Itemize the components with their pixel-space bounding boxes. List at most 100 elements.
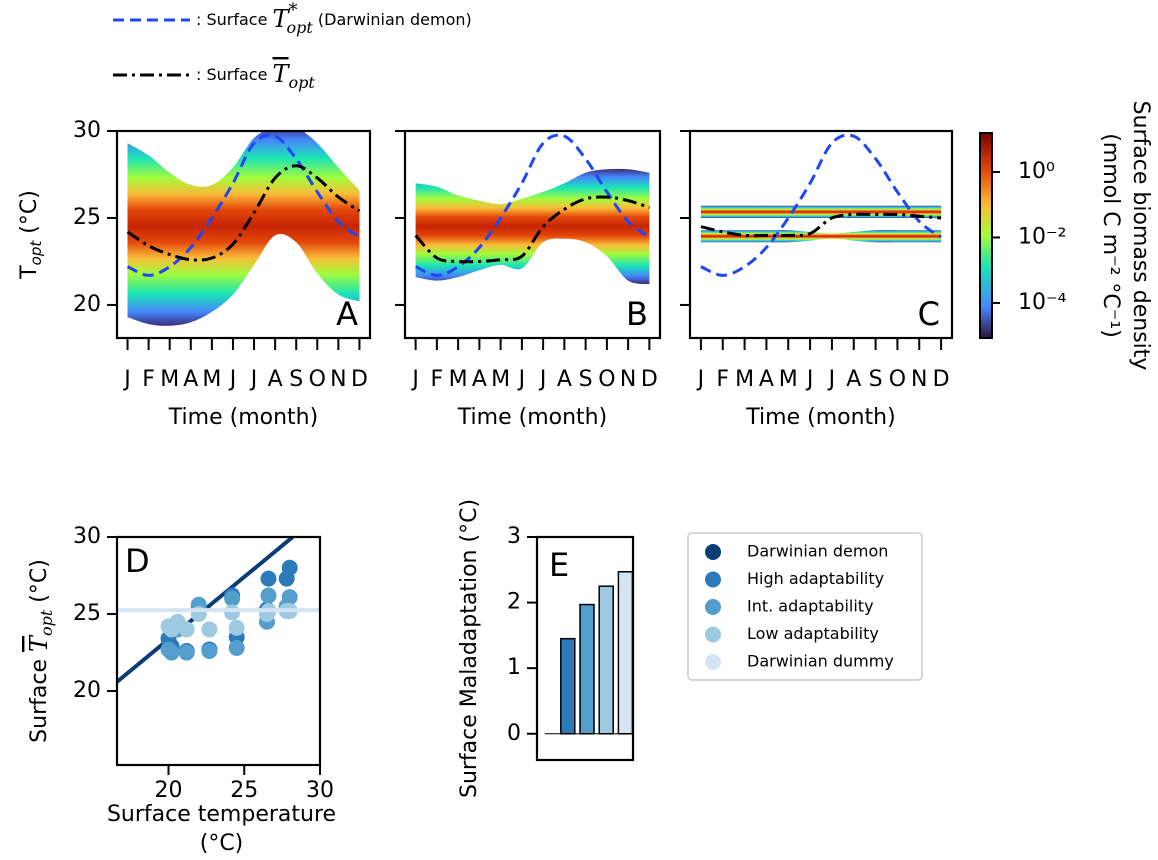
- legend-label: Int. adaptability: [747, 597, 874, 616]
- panel-label: E: [549, 546, 569, 584]
- y-axis-label-part: (°C): [27, 559, 52, 610]
- x-tick-label: 30: [306, 778, 334, 803]
- x-tick-label: O: [309, 367, 326, 392]
- scatter-point: [163, 621, 180, 638]
- scatter-point: [163, 644, 180, 661]
- colorbar-tick-label: 10⁰: [1018, 159, 1055, 184]
- x-axis-label: Time (month): [457, 405, 607, 430]
- legend-label: Low adaptability: [747, 624, 879, 643]
- colorbar-label: Surface biomass density: [1128, 101, 1153, 371]
- x-tick-label: J: [517, 367, 526, 392]
- legend-label-part: T: [273, 5, 291, 33]
- scatter-point: [228, 619, 245, 636]
- x-tick-label: J: [827, 367, 836, 392]
- axes-frame: [115, 535, 322, 767]
- axes-frame: [115, 129, 372, 340]
- y-tick-label: 25: [73, 601, 101, 626]
- density-band: [700, 230, 942, 243]
- x-tick-label: A: [557, 367, 572, 392]
- bar: [579, 603, 595, 735]
- y-tick-label: 2: [507, 590, 521, 615]
- x-tick-label: M: [449, 367, 468, 392]
- y-tick-label: 0: [507, 721, 521, 746]
- x-tick-label: A: [846, 367, 861, 392]
- plot-area: [126, 131, 361, 326]
- legend-marker: [705, 571, 721, 588]
- panel-label: A: [336, 295, 358, 333]
- y-axis-label-part: Surface: [27, 652, 52, 743]
- legend-marker: [705, 599, 721, 615]
- series-line: [414, 195, 650, 264]
- plot-area: [700, 133, 942, 277]
- x-tick-label: J: [805, 367, 814, 392]
- legend-label: High adaptability: [747, 569, 884, 588]
- y-tick-label: 30: [73, 118, 101, 143]
- y-tick-label: 20: [73, 678, 101, 703]
- legend-label: Darwinian dummy: [747, 652, 894, 671]
- scatter-point: [178, 621, 195, 638]
- axes-frame: [688, 129, 954, 340]
- x-tick-label: N: [330, 367, 346, 392]
- legend-label-part: opt: [287, 18, 314, 37]
- legend-label-part: : Surface: [196, 10, 273, 29]
- scatter-point: [260, 570, 277, 587]
- x-tick-label: M: [779, 367, 798, 392]
- x-tick-label: A: [268, 367, 283, 392]
- y-axis-label: Topt (°C): [17, 190, 45, 280]
- x-tick-label: S: [289, 367, 303, 392]
- legend-label: : Surface T* opt (Darwinian demon): [196, 0, 472, 37]
- scatter-point: [281, 589, 298, 606]
- bar: [598, 585, 614, 735]
- x-tick-label: M: [735, 367, 754, 392]
- legend-marker: [705, 654, 721, 670]
- y-axis-label-part: (°C): [17, 190, 42, 241]
- series-line: [126, 164, 361, 262]
- x-tick-label: F: [716, 367, 729, 392]
- colorbar: [979, 132, 993, 339]
- y-axis-label-part: T: [17, 265, 42, 280]
- x-tick-label: F: [431, 367, 444, 392]
- legend-label-part: opt: [289, 73, 316, 92]
- x-tick-label: A: [472, 367, 487, 392]
- x-tick-label: J: [538, 367, 547, 392]
- x-tick-label: D: [351, 367, 368, 392]
- density-band: [127, 131, 360, 326]
- x-tick-label: D: [933, 367, 950, 392]
- x-tick-label: O: [598, 367, 615, 392]
- legend-box: [687, 532, 923, 681]
- panel-label: C: [918, 295, 940, 333]
- series-line: [126, 133, 361, 277]
- legend-label: Darwinian demon: [747, 542, 888, 561]
- x-tick-label: J: [228, 367, 237, 392]
- x-tick-label: S: [579, 367, 593, 392]
- legend-label: : Surface Topt: [196, 60, 315, 92]
- y-tick-label: 3: [507, 524, 521, 549]
- x-tick-label: D: [641, 367, 658, 392]
- x-tick-label: M: [491, 367, 510, 392]
- x-tick-label: A: [759, 367, 774, 392]
- scatter-point: [260, 587, 277, 604]
- x-tick-label: 20: [155, 778, 183, 803]
- panel-label: B: [626, 295, 648, 333]
- x-tick-label: A: [183, 367, 198, 392]
- legend-label-part: *: [289, 0, 298, 21]
- scatter-point: [178, 644, 195, 661]
- y-axis-label-part: opt: [27, 240, 45, 266]
- scatter-point: [224, 590, 241, 607]
- density-band: [415, 168, 650, 285]
- x-tick-label: N: [620, 367, 636, 392]
- series-line: [700, 133, 942, 277]
- x-axis-label: Time (month): [745, 405, 895, 430]
- y-axis-label: Surface Topt (°C): [25, 559, 56, 743]
- colorbar-tick-label: 10⁻²: [1018, 224, 1066, 249]
- x-axis-label: Time (month): [168, 405, 318, 430]
- legend-label-part: (Darwinian demon): [313, 10, 472, 29]
- bar: [560, 637, 576, 735]
- x-tick-label: O: [889, 367, 906, 392]
- colorbar-label: (mmol C m⁻² °C⁻¹): [1098, 133, 1123, 338]
- scatter-point: [224, 604, 241, 621]
- legend-label-part: : Surface: [196, 65, 273, 84]
- x-tick-label: 25: [230, 778, 258, 803]
